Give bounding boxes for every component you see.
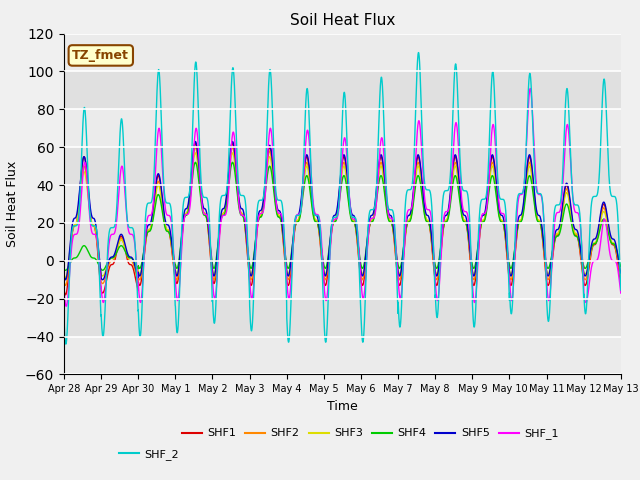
SHF_2 xyxy=(606,188,614,193)
Legend: SHF_2: SHF_2 xyxy=(114,444,183,464)
SHF3 xyxy=(274,212,282,217)
SHF5 xyxy=(547,265,554,271)
SHF_1 xyxy=(62,303,70,309)
Bar xyxy=(64,223,621,261)
SHF4 xyxy=(191,159,199,165)
Bar xyxy=(64,147,621,185)
SHF1 xyxy=(606,236,614,242)
SHF_1 xyxy=(617,290,625,296)
SHF3 xyxy=(191,150,199,156)
SHF2 xyxy=(60,278,68,284)
SHF_2 xyxy=(60,317,68,323)
SHF2 xyxy=(61,283,69,288)
Bar xyxy=(64,72,621,109)
SHF2 xyxy=(274,212,282,217)
SHF_1 xyxy=(298,200,306,205)
SHF_1 xyxy=(526,85,534,91)
SHF2 xyxy=(606,236,614,241)
Line: SHF4: SHF4 xyxy=(64,162,621,270)
Y-axis label: Soil Heat Flux: Soil Heat Flux xyxy=(6,161,19,247)
SHF1 xyxy=(547,275,554,280)
SHF1 xyxy=(274,213,282,218)
SHF1 xyxy=(191,141,199,146)
SHF3 xyxy=(61,275,69,281)
SHF_2 xyxy=(274,197,282,203)
SHF3 xyxy=(298,195,306,201)
Bar xyxy=(64,336,621,374)
SHF4 xyxy=(124,253,132,259)
SHF_2 xyxy=(298,197,306,203)
SHF_1 xyxy=(157,137,164,143)
SHF3 xyxy=(547,264,554,270)
SHF4 xyxy=(298,201,306,206)
Bar xyxy=(64,299,621,336)
Bar xyxy=(64,109,621,147)
SHF3 xyxy=(124,252,132,258)
Bar xyxy=(64,261,621,299)
SHF4 xyxy=(60,266,68,272)
SHF_2 xyxy=(157,100,164,106)
SHF3 xyxy=(617,269,625,275)
SHF5 xyxy=(60,272,68,278)
SHF1 xyxy=(61,292,69,298)
SHF2 xyxy=(547,269,554,275)
SHF4 xyxy=(274,214,282,219)
SHF4 xyxy=(547,260,554,266)
SHF5 xyxy=(191,139,199,144)
SHF3 xyxy=(606,236,614,241)
Line: SHF3: SHF3 xyxy=(64,153,621,278)
SHF5 xyxy=(124,251,132,257)
SHF4 xyxy=(61,267,69,273)
SHF5 xyxy=(61,277,69,283)
Text: TZ_fmet: TZ_fmet xyxy=(72,49,129,62)
SHF5 xyxy=(606,231,614,237)
SHF2 xyxy=(298,194,306,200)
SHF_2 xyxy=(415,50,422,56)
SHF1 xyxy=(157,183,164,189)
SHF_1 xyxy=(606,252,614,258)
Line: SHF5: SHF5 xyxy=(64,142,621,280)
SHF_2 xyxy=(547,296,554,301)
SHF_2 xyxy=(617,287,625,293)
Bar xyxy=(64,185,621,223)
SHF5 xyxy=(298,188,306,194)
SHF1 xyxy=(617,279,625,285)
Title: Soil Heat Flux: Soil Heat Flux xyxy=(290,13,395,28)
SHF_2 xyxy=(124,220,132,226)
SHF5 xyxy=(157,181,164,187)
SHF2 xyxy=(617,274,625,280)
SHF5 xyxy=(617,270,625,276)
SHF3 xyxy=(60,271,68,276)
Line: SHF2: SHF2 xyxy=(64,147,621,286)
Line: SHF_1: SHF_1 xyxy=(64,88,621,306)
SHF2 xyxy=(157,188,164,194)
SHF1 xyxy=(60,287,68,292)
Bar xyxy=(64,34,621,72)
Line: SHF_2: SHF_2 xyxy=(64,53,621,344)
SHF4 xyxy=(617,264,625,269)
SHF4 xyxy=(606,238,614,243)
X-axis label: Time: Time xyxy=(327,400,358,413)
SHF5 xyxy=(274,207,282,213)
SHF_2 xyxy=(62,341,70,347)
SHF2 xyxy=(191,144,199,150)
SHF3 xyxy=(157,191,164,197)
SHF_1 xyxy=(274,209,282,215)
SHF2 xyxy=(124,255,132,261)
SHF1 xyxy=(298,192,306,198)
SHF4 xyxy=(157,199,164,204)
SHF_1 xyxy=(547,288,554,294)
SHF1 xyxy=(124,258,132,264)
SHF_1 xyxy=(124,223,132,228)
SHF_1 xyxy=(60,287,68,293)
Line: SHF1: SHF1 xyxy=(64,144,621,295)
